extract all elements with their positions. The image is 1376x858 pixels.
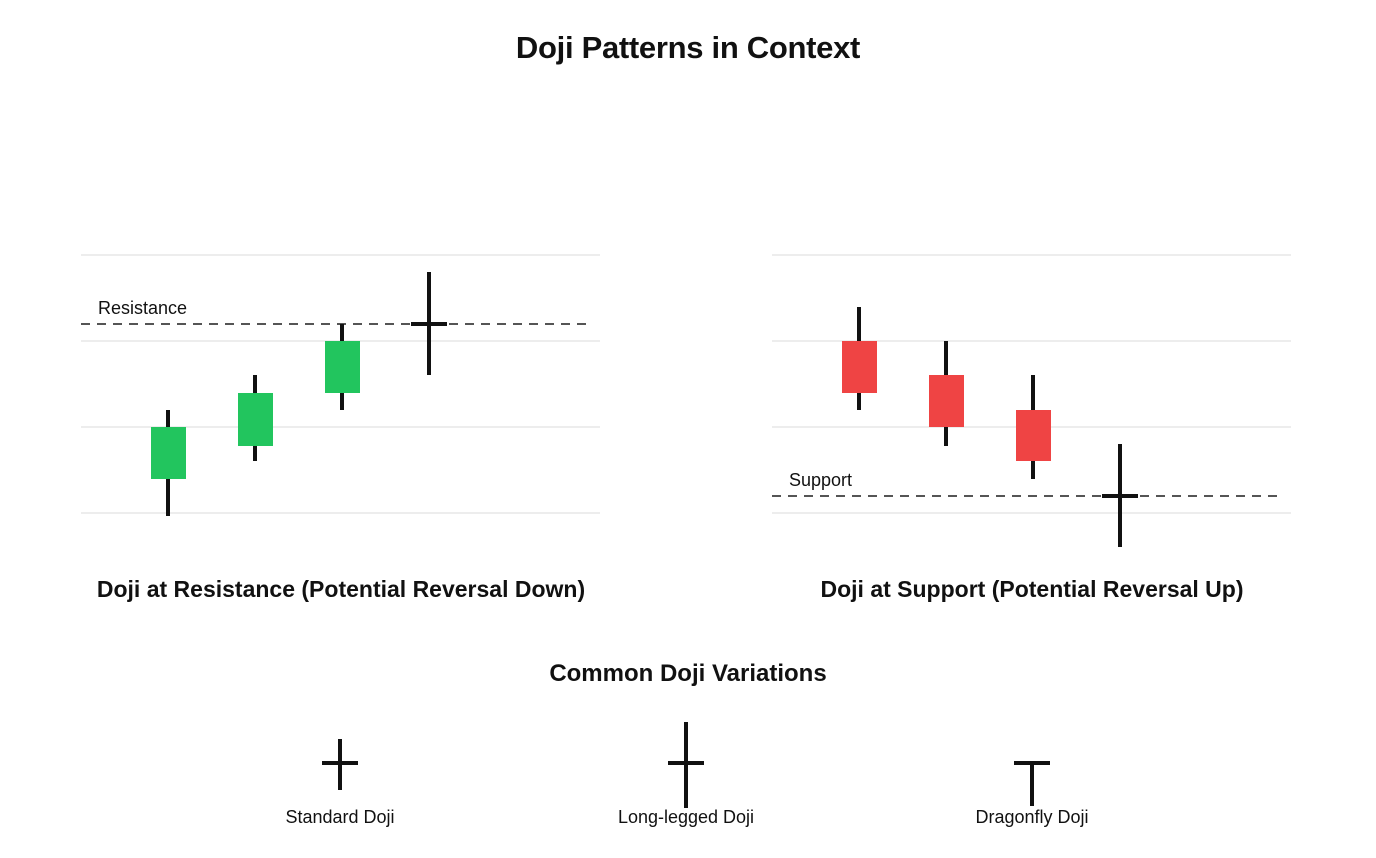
gridline <box>81 426 600 428</box>
support-candlestick-plot: Support <box>772 248 1291 558</box>
bearish-candle-body <box>928 375 964 427</box>
bullish-candle-body <box>324 341 360 393</box>
dragonfly-doji-icon <box>882 710 1182 806</box>
dragonfly-doji-label: Dragonfly Doji <box>975 807 1089 827</box>
doji-shadow-line <box>684 722 688 808</box>
support-level-label: Support <box>789 469 853 490</box>
resistance-dashed-line <box>81 322 592 325</box>
long-legged-doji-label: Long-legged Doji <box>617 807 755 827</box>
support-chart-panel: Support Doji at Support (Potential Rever… <box>772 248 1376 603</box>
doji-open-close-bar <box>1014 761 1050 765</box>
gridline <box>772 254 1291 256</box>
variation-dragonfly-doji: Dragonfly Doji <box>882 710 1182 828</box>
bearish-candle-body <box>841 341 877 393</box>
support-dashed-line <box>772 494 1283 497</box>
variation-standard-doji: Standard Doji <box>190 710 490 828</box>
gridline <box>772 340 1291 342</box>
doji-body <box>411 321 447 326</box>
variations-heading: Common Doji Variations <box>549 660 827 687</box>
resistance-chart-title: Doji at Resistance (Potential Reversal D… <box>96 576 586 602</box>
resistance-candlestick-plot: Resistance <box>81 248 600 558</box>
bullish-candle-body <box>237 392 273 446</box>
gridline <box>81 512 600 514</box>
page-title: Doji Patterns in Context <box>515 30 861 65</box>
doji-body <box>1102 493 1138 498</box>
doji-open-close-bar <box>322 761 358 765</box>
gridline <box>81 254 600 256</box>
resistance-chart-panel: Resistance Doji at Resistance (Potential… <box>81 248 701 603</box>
standard-doji-icon <box>190 710 490 805</box>
bearish-candle-body <box>1015 409 1051 462</box>
resistance-level-label: Resistance <box>98 297 188 318</box>
standard-doji-label: Standard Doji <box>285 807 395 827</box>
doji-open-close-bar <box>668 761 704 765</box>
long-legged-doji-icon <box>536 710 836 808</box>
doji-shadow-line <box>1030 763 1034 806</box>
support-chart-title: Doji at Support (Potential Reversal Up) <box>820 576 1244 602</box>
gridline <box>772 512 1291 514</box>
bullish-candle-body <box>150 427 186 479</box>
variation-long-legged-doji: Long-legged Doji <box>536 710 836 828</box>
